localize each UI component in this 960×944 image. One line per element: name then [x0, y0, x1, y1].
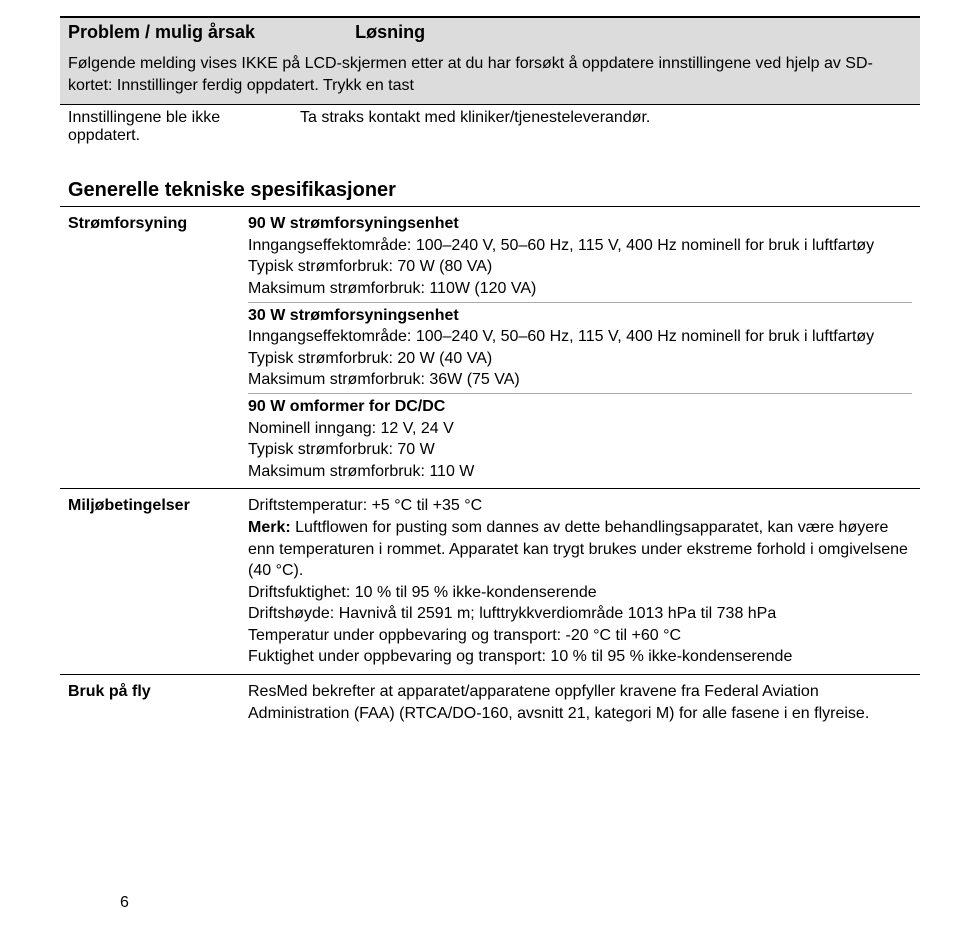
psu30-line3: Maksimum strømforbruk: 36W (75 VA) [248, 369, 912, 391]
header-problem: Problem / mulig årsak [68, 22, 255, 43]
env-note: Merk: Luftflowen for pusting som dannes … [248, 517, 912, 582]
power-content: 90 W strømforsyningsenhet Inngangseffekt… [240, 207, 920, 488]
psu90-title: 90 W strømforsyningsenhet [248, 213, 912, 235]
env-note-label: Merk: [248, 519, 291, 536]
fly-label: Bruk på fly [60, 675, 240, 730]
dcdc-title: 90 W omformer for DC/DC [248, 396, 912, 418]
header-solution: Løsning [355, 22, 425, 43]
dcdc-line1: Nominell inngang: 12 V, 24 V [248, 418, 912, 440]
solution-text: Ta straks kontakt med kliniker/tjenestel… [300, 109, 912, 145]
env-label: Miljøbetingelser [60, 489, 240, 674]
psu90-line1: Inngangseffektområde: 100–240 V, 50–60 H… [248, 235, 912, 257]
problem-text: Innstillingene ble ikke oppdatert. [68, 109, 288, 145]
psu30-line1: Inngangseffektområde: 100–240 V, 50–60 H… [248, 326, 912, 348]
psu30-title: 30 W strømforsyningsenhet [248, 305, 912, 327]
env-line5: Temperatur under oppbevaring og transpor… [248, 625, 912, 647]
psu30-line2: Typisk strømforbruk: 20 W (40 VA) [248, 348, 912, 370]
env-line3: Driftsfuktighet: 10 % til 95 % ikke-kond… [248, 582, 912, 604]
banner-message: Følgende melding vises IKKE på LCD-skjer… [60, 47, 920, 104]
power-label: Strømforsyning [60, 207, 240, 488]
psu90-line2: Typisk strømforbruk: 70 W (80 VA) [248, 256, 912, 278]
env-note-text: Luftflowen for pusting som dannes av det… [248, 519, 908, 579]
dcdc-line2: Typisk strømforbruk: 70 W [248, 439, 912, 461]
dcdc-line3: Maksimum strømforbruk: 110 W [248, 461, 912, 483]
env-content: Driftstemperatur: +5 °C til +35 °C Merk:… [240, 489, 920, 674]
page-number: 6 [120, 894, 129, 912]
fly-text: ResMed bekrefter at apparatet/apparatene… [240, 675, 920, 730]
env-line4: Driftshøyde: Havnivå til 2591 m; lufttry… [248, 603, 912, 625]
env-line6: Fuktighet under oppbevaring og transport… [248, 646, 912, 668]
section-title: Generelle tekniske spesifikasjoner [60, 159, 920, 206]
psu90-line3: Maksimum strømforbruk: 110W (120 VA) [248, 278, 912, 300]
env-line1: Driftstemperatur: +5 °C til +35 °C [248, 495, 912, 517]
